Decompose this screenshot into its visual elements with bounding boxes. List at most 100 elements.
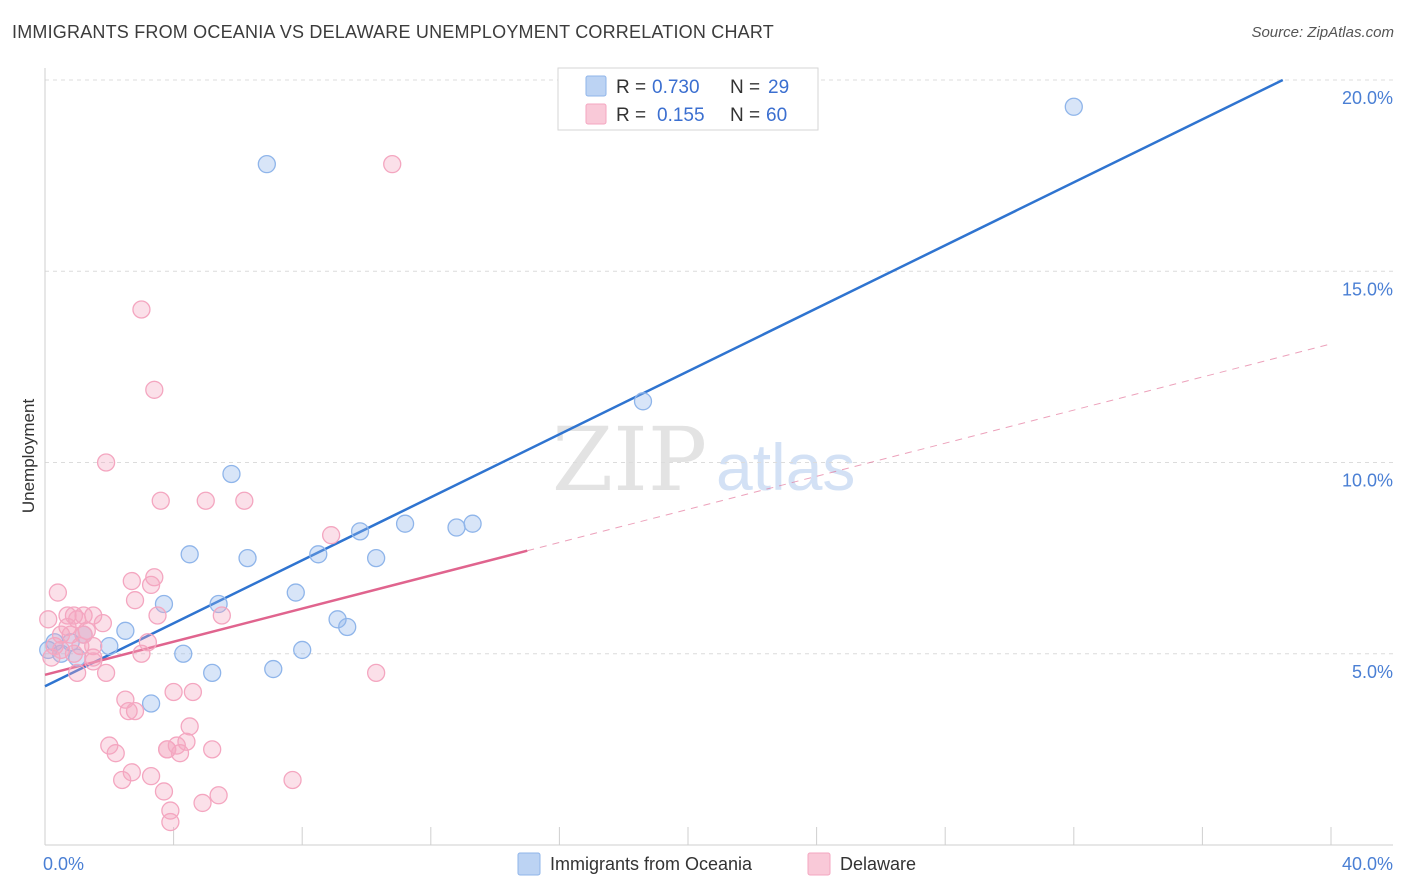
series-legend: Immigrants from Oceania Delaware bbox=[517, 852, 916, 876]
y-tick-labels: 5.0% 10.0% 15.0% 20.0% bbox=[1342, 88, 1393, 682]
point-s0-16 bbox=[257, 154, 276, 174]
x-tick-label-min: 0.0% bbox=[43, 854, 84, 874]
legend-n-label-1: N = bbox=[730, 77, 760, 98]
bottom-legend-swatch-oceania bbox=[517, 852, 541, 876]
trend-line-extension-1 bbox=[527, 343, 1332, 552]
chart-title: IMMIGRANTS FROM OCEANIA VS DELAWARE UNEM… bbox=[12, 22, 774, 42]
point-s1-16 bbox=[77, 621, 96, 640]
point-s0-19 bbox=[293, 640, 312, 660]
point-s1-54 bbox=[196, 491, 215, 510]
point-s1-14 bbox=[74, 606, 93, 625]
point-s0-12 bbox=[203, 663, 222, 683]
point-s1-51 bbox=[180, 717, 199, 736]
point-s0-8 bbox=[141, 694, 161, 713]
point-s1-25 bbox=[106, 744, 125, 763]
point-s1-38 bbox=[145, 568, 164, 587]
point-s1-57 bbox=[212, 606, 231, 625]
trend-lines bbox=[44, 78, 1332, 688]
point-s1-52 bbox=[183, 682, 203, 702]
point-s1-49 bbox=[170, 744, 190, 763]
source-credit: Source: ZipAtlas.com bbox=[1251, 24, 1394, 41]
point-s0-23 bbox=[350, 522, 370, 541]
legend-r-value-2: 0.155 bbox=[657, 105, 705, 126]
point-s0-7 bbox=[116, 621, 135, 640]
point-s1-17 bbox=[84, 606, 103, 625]
y-tick-label-3: 20.0% bbox=[1342, 88, 1393, 108]
point-s1-31 bbox=[125, 701, 145, 721]
point-s0-26 bbox=[447, 518, 466, 537]
point-s1-3 bbox=[48, 583, 68, 602]
legend-r-label-2: R = bbox=[616, 105, 646, 126]
point-s1-32 bbox=[125, 591, 145, 610]
gridlines bbox=[45, 79, 1393, 655]
point-s1-41 bbox=[151, 491, 170, 510]
trend-line-0 bbox=[44, 78, 1284, 688]
point-s1-29 bbox=[122, 763, 141, 782]
point-s0-10 bbox=[174, 644, 193, 663]
point-s1-62 bbox=[383, 154, 402, 174]
point-s1-30 bbox=[122, 571, 141, 591]
legend-r-value-1: 0.730 bbox=[652, 77, 700, 98]
point-s0-28 bbox=[633, 392, 653, 411]
point-s1-28 bbox=[119, 701, 138, 721]
point-s1-50 bbox=[177, 732, 196, 751]
point-s1-1 bbox=[42, 648, 61, 667]
point-s0-17 bbox=[264, 659, 283, 679]
bottom-legend-label-delaware: Delaware bbox=[840, 854, 916, 874]
y-tick-label-1: 10.0% bbox=[1342, 471, 1393, 491]
point-s0-21 bbox=[328, 610, 347, 629]
legend-r-label-1: R = bbox=[616, 77, 646, 98]
point-s0-22 bbox=[338, 617, 357, 637]
axes bbox=[44, 68, 1393, 846]
legend-swatch-oceania bbox=[585, 75, 607, 97]
x-tick-label-max: 40.0% bbox=[1342, 854, 1393, 874]
point-s0-25 bbox=[395, 514, 415, 533]
point-s1-61 bbox=[366, 663, 386, 683]
bottom-legend-label-oceania: Immigrants from Oceania bbox=[550, 854, 753, 874]
legend-n-value-2: 60 bbox=[766, 105, 787, 126]
point-s0-14 bbox=[222, 464, 241, 484]
point-s1-59 bbox=[283, 770, 302, 790]
point-s0-9 bbox=[154, 594, 174, 614]
y-tick-label-2: 15.0% bbox=[1342, 279, 1393, 299]
point-s1-39 bbox=[145, 380, 164, 399]
y-axis-title: Unemployment bbox=[19, 399, 38, 514]
point-s1-46 bbox=[161, 812, 180, 832]
point-s1-35 bbox=[138, 633, 158, 652]
point-s1-55 bbox=[203, 740, 222, 759]
point-s0-20 bbox=[309, 545, 328, 564]
point-s1-11 bbox=[68, 663, 87, 683]
point-s0-18 bbox=[286, 583, 305, 602]
point-s1-58 bbox=[235, 491, 254, 510]
trend-line-1 bbox=[44, 549, 528, 676]
point-s1-36 bbox=[141, 767, 161, 786]
point-s1-23 bbox=[96, 453, 116, 472]
point-s0-15 bbox=[238, 548, 257, 568]
point-s1-22 bbox=[96, 663, 116, 683]
point-s1-33 bbox=[132, 644, 151, 663]
bottom-legend-swatch-delaware bbox=[807, 852, 831, 876]
y-tick-label-0: 5.0% bbox=[1352, 662, 1393, 682]
point-s1-20 bbox=[84, 648, 103, 667]
point-s0-13 bbox=[209, 594, 228, 614]
legend-swatch-delaware bbox=[585, 103, 607, 125]
point-s1-0 bbox=[39, 610, 58, 629]
x-ticks bbox=[173, 827, 1332, 845]
point-s1-21 bbox=[93, 614, 113, 633]
point-s1-56 bbox=[209, 786, 228, 805]
point-s1-60 bbox=[321, 526, 341, 545]
point-s1-53 bbox=[193, 793, 212, 813]
point-s0-27 bbox=[463, 514, 482, 533]
point-s0-11 bbox=[180, 545, 199, 564]
stats-legend: R = 0.730 N = 29 R = 0.155 N = 60 bbox=[557, 67, 819, 131]
point-s0-29 bbox=[1064, 97, 1083, 116]
point-s1-42 bbox=[154, 782, 174, 801]
legend-n-label-2: N = bbox=[730, 105, 760, 126]
data-points bbox=[39, 97, 1083, 832]
point-s1-47 bbox=[164, 682, 183, 702]
watermark-atlas: atlas bbox=[716, 430, 855, 504]
watermark-zip: ZIP bbox=[552, 408, 707, 511]
legend-n-value-1: 29 bbox=[768, 77, 789, 98]
point-s1-13 bbox=[71, 636, 90, 656]
